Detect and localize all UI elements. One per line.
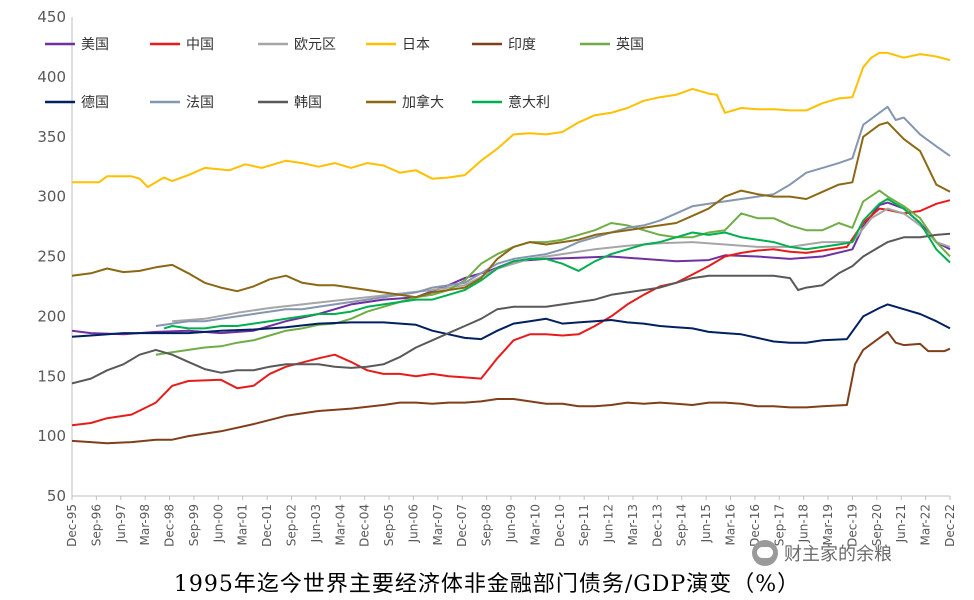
series-line-韩国 <box>71 232 951 385</box>
x-tick-label: Sep-96 <box>89 504 103 546</box>
x-tick-label: Mar-10 <box>528 504 542 545</box>
x-tick-label: Jun-15 <box>699 504 713 543</box>
x-tick-label: Sep-11 <box>577 504 591 546</box>
x-tick-label: Sep-02 <box>285 504 299 546</box>
x-tick-label: Mar-16 <box>724 504 738 545</box>
legend-item: 美国 <box>45 37 109 53</box>
series-line-中国 <box>71 199 951 427</box>
x-tick-label: Dec-10 <box>553 504 567 547</box>
chart-title: 1995年迄今世界主要经济体非金融部门债务/GDP演变（%） <box>173 572 801 597</box>
series-line-德国 <box>71 303 951 344</box>
wechat-icon <box>752 540 778 566</box>
legend-item: 印度 <box>472 37 536 53</box>
series-line-加拿大 <box>71 121 951 299</box>
x-tick-label: Dec-16 <box>748 504 762 547</box>
x-tick-label: Sep-20 <box>870 504 884 546</box>
legend-label: 印度 <box>508 37 536 53</box>
x-tick-label: Dec-04 <box>358 504 372 547</box>
x-tick-label: Jun-06 <box>406 504 420 543</box>
series-line-意大利 <box>163 198 951 330</box>
x-tick-label: Mar-07 <box>431 504 445 545</box>
series-line-法国 <box>155 105 951 327</box>
x-tick-label: Mar-98 <box>138 504 152 545</box>
watermark: 财主家的余粮 <box>752 540 892 566</box>
series-line-美国 <box>71 201 951 336</box>
y-tick-label: 50 <box>47 487 66 505</box>
x-tick-label: Jun-18 <box>797 504 811 543</box>
x-tick-label: Mar-19 <box>821 504 835 545</box>
legend-label: 欧元区 <box>294 37 336 53</box>
x-tick-label: Dec-01 <box>260 504 274 547</box>
watermark-text: 财主家的余粮 <box>784 544 892 565</box>
y-tick-label: 150 <box>37 367 66 385</box>
x-tick-label: Dec-07 <box>455 504 469 547</box>
x-tick-label: Sep-99 <box>187 504 201 546</box>
legend-label: 日本 <box>402 37 430 53</box>
x-tick-label: Jun-21 <box>894 504 908 543</box>
y-tick-label: 200 <box>37 307 66 325</box>
legend-label: 法国 <box>186 95 214 111</box>
y-tick-label: 300 <box>37 188 66 206</box>
x-tick-label: Jun-09 <box>504 504 518 543</box>
x-tick-label: Dec-98 <box>163 504 177 547</box>
y-tick-label: 350 <box>37 128 66 146</box>
x-tick-label: Sep-17 <box>772 504 786 546</box>
legend-item: 日本 <box>366 37 430 53</box>
series-layer <box>71 51 951 445</box>
axes: 50 100 150 200 250 300 350 400 450 Dec-95 Sep-96 Ju… <box>37 8 957 547</box>
x-tick-label: Dec-19 <box>845 504 859 547</box>
x-tick-label: Dec-95 <box>65 504 79 547</box>
x-tick-label: Dec-13 <box>650 504 664 547</box>
series-line-英国 <box>155 189 951 356</box>
legend-item: 意大利 <box>472 94 550 111</box>
legend-label: 加拿大 <box>402 94 444 111</box>
x-tick-label: Sep-08 <box>480 504 494 546</box>
legend-label: 韩国 <box>294 95 322 111</box>
legend-item: 法国 <box>150 95 214 111</box>
legend-item: 加拿大 <box>366 94 444 111</box>
legend-item: 德国 <box>45 95 109 111</box>
legend-label: 意大利 <box>508 94 550 111</box>
x-tick-label: Dec-22 <box>943 504 957 547</box>
legend-label: 中国 <box>186 37 214 53</box>
legend-label: 美国 <box>81 37 109 53</box>
legend-item: 英国 <box>580 36 644 53</box>
series-line-欧元区 <box>172 207 951 323</box>
y-tick-label: 450 <box>37 8 66 26</box>
x-tick-label: Sep-14 <box>675 504 689 546</box>
legend-label: 德国 <box>81 95 109 111</box>
series-line-印度 <box>71 330 951 445</box>
x-tick-label: Jun-12 <box>602 504 616 543</box>
x-tick-label: Mar-22 <box>919 504 933 545</box>
x-tick-label: Jun-97 <box>114 504 128 543</box>
x-tick-label: Jun-00 <box>211 504 225 543</box>
y-tick-label: 100 <box>37 427 66 445</box>
y-tick-label: 400 <box>37 68 66 86</box>
x-tick-label: Jun-03 <box>309 504 323 543</box>
x-tick-label: Mar-01 <box>236 504 250 545</box>
x-tick-label: Mar-04 <box>333 504 347 545</box>
x-tick-label: Mar-13 <box>626 504 640 545</box>
legend-item: 韩国 <box>258 95 322 111</box>
x-tick-label: Sep-05 <box>382 504 396 546</box>
legend-label: 英国 <box>616 36 644 53</box>
legend-item: 中国 <box>150 37 214 53</box>
y-tick-label: 250 <box>37 248 66 266</box>
legend-item: 欧元区 <box>258 37 336 53</box>
series-line-日本 <box>72 51 951 188</box>
